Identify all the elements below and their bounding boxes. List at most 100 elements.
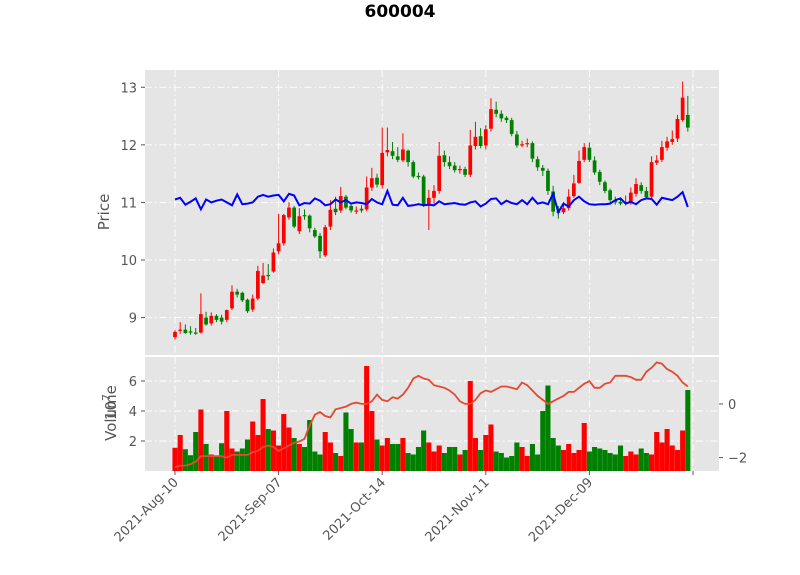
volume-bar: [317, 454, 323, 471]
volume-bar: [457, 454, 463, 471]
candlestick: [463, 166, 467, 178]
candle-body: [333, 208, 338, 213]
candle-body: [660, 147, 664, 160]
candlestick: [551, 185, 556, 217]
candlesticks: [173, 81, 690, 340]
candle-body: [499, 113, 504, 119]
chart-title: 600004: [365, 2, 436, 22]
candlestick: [307, 214, 312, 233]
volume-bar: [291, 438, 297, 471]
volume-bar: [224, 411, 230, 471]
volume-bar: [576, 450, 582, 471]
volume-bar: [265, 429, 271, 471]
candle-body: [592, 160, 597, 173]
volume-trend-line: [174, 361, 689, 468]
candle-body: [644, 190, 649, 198]
candlestick: [224, 309, 229, 323]
candlestick: [489, 98, 493, 132]
candle-body: [577, 160, 581, 183]
x-tick-label: 2021-Sep-07: [216, 475, 286, 545]
candlestick: [675, 114, 680, 142]
volume-bar: [617, 445, 624, 471]
candlestick: [359, 205, 364, 213]
candlestick: [535, 156, 540, 171]
candlestick: [473, 121, 478, 150]
volume-bar: [182, 449, 188, 471]
volume-bar: [566, 444, 572, 471]
candle-body: [675, 118, 680, 139]
price-tick-label: 10: [120, 254, 137, 269]
volume-bar: [519, 447, 525, 471]
candle-body: [406, 150, 410, 163]
candle-body: [276, 243, 281, 252]
candlestick: [349, 203, 353, 213]
candle-body: [250, 298, 255, 310]
volume-bar: [384, 438, 390, 471]
volume-bar: [312, 451, 318, 471]
candlestick: [214, 314, 219, 323]
candle-body: [318, 235, 322, 252]
price-tick-label: 11: [120, 196, 137, 211]
volume-bar: [643, 453, 649, 471]
candle-body: [494, 109, 499, 114]
volume-bar: [276, 445, 282, 471]
candlestick: [240, 291, 245, 303]
volume-bar: [612, 454, 618, 471]
candlestick: [483, 125, 488, 150]
volume-bar: [649, 454, 655, 471]
candle-body: [261, 275, 265, 284]
volume-bar: [333, 453, 339, 471]
volume-bar: [436, 445, 442, 471]
volume-bar: [286, 427, 292, 471]
volume-bar: [327, 442, 333, 471]
candlestick: [515, 131, 519, 148]
volume-bar: [540, 411, 546, 471]
candle-body: [432, 190, 436, 198]
candlestick: [494, 101, 499, 118]
volume-bar: [353, 442, 359, 471]
volume-bar: [255, 435, 261, 471]
candlestick: [297, 208, 302, 235]
volume-bar: [395, 444, 401, 471]
volume-bar: [177, 435, 183, 471]
x-tick-label: 2021-Aug-10: [112, 475, 182, 545]
candle-body: [442, 155, 447, 163]
volume-bar: [514, 442, 520, 471]
candle-body: [328, 209, 333, 227]
candle-body: [437, 155, 442, 191]
volume-bar: [607, 453, 613, 471]
candlestick: [380, 127, 385, 189]
volume-bar: [493, 451, 499, 471]
indicator-series-line: [174, 188, 689, 215]
candlestick: [478, 128, 483, 149]
volume-bar: [535, 454, 541, 471]
price-axis-label: Price: [95, 194, 113, 231]
volume-axis-label: Volume: [102, 385, 120, 441]
volume-bar: [296, 444, 302, 471]
volume-bar: [654, 432, 660, 471]
candle-body: [608, 190, 612, 201]
volume-bar: [338, 456, 344, 471]
candlestick: [411, 160, 416, 179]
candlestick: [680, 81, 685, 122]
volume-scale-base: 10: [102, 401, 120, 420]
candle-body: [685, 114, 690, 128]
price-tick-label: 13: [120, 81, 137, 96]
volume-bar: [431, 451, 437, 471]
candlestick: [499, 110, 504, 122]
candle-body: [665, 141, 669, 148]
candle-body: [463, 169, 467, 175]
volume-bar: [560, 450, 567, 471]
candle-body: [426, 197, 431, 206]
candle-body: [618, 201, 623, 204]
candlestick: [250, 294, 255, 312]
candle-body: [369, 178, 374, 188]
candle-body: [224, 310, 229, 320]
candlestick: [571, 174, 576, 198]
candlestick: [509, 117, 514, 137]
volume-bar: [234, 451, 240, 471]
volume-bar: [421, 430, 427, 471]
candlestick: [530, 141, 535, 163]
candlestick: [323, 224, 328, 258]
candle-body: [297, 216, 302, 232]
